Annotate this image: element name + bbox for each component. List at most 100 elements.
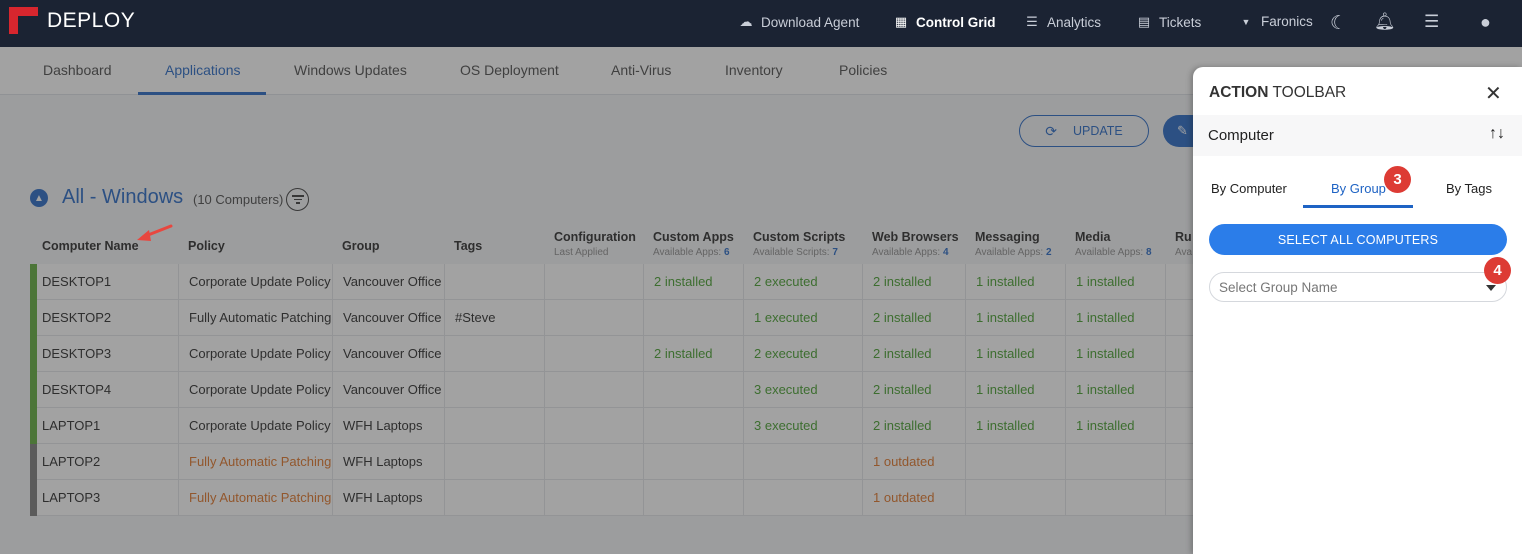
close-icon[interactable]: ✕	[1485, 83, 1502, 105]
cell-policy: Corporate Update Policy	[178, 408, 332, 444]
cell-group: Vancouver Office	[332, 264, 444, 300]
cell-messaging: 1 installed	[965, 372, 1065, 408]
cell-web-browsers: 1 outdated	[862, 444, 965, 480]
column-header-configuration[interactable]: Configuration Last Applied	[550, 230, 636, 270]
column-title: Web Browsers	[872, 230, 959, 244]
group-name-input[interactable]	[1219, 273, 1469, 301]
tab-policies[interactable]: Policies	[839, 62, 888, 78]
cell-tags	[444, 372, 544, 408]
table-row[interactable]: DESKTOP1 Corporate Update Policy Vancouver…	[30, 264, 1200, 300]
column-header-computer-name[interactable]: Computer Name	[38, 239, 139, 279]
tab-by-tags[interactable]: By Tags	[1446, 181, 1493, 196]
cell-tags	[444, 408, 544, 444]
group-name-select[interactable]	[1209, 272, 1507, 302]
filter-icon[interactable]	[286, 188, 309, 211]
cell-computer-name[interactable]: LAPTOP3	[42, 490, 101, 505]
bell-icon[interactable]: 🔔︎	[1374, 12, 1396, 31]
moon-icon[interactable]: ☾	[1330, 13, 1348, 34]
cell-media: 1 installed	[1065, 408, 1165, 444]
collapse-toggle[interactable]: ▲	[30, 189, 48, 207]
cell-media: 1 installed	[1065, 264, 1165, 300]
column-title: Custom Scripts	[753, 230, 846, 244]
selection-type-dropdown[interactable]: Computer ↑↓	[1193, 115, 1522, 156]
table-row[interactable]: LAPTOP2 Fully Automatic Patching WFH Lapto…	[30, 444, 1200, 480]
column-subtitle: Ava	[1175, 247, 1193, 258]
list-icon: ☰	[1026, 14, 1038, 29]
cell-media	[1065, 444, 1165, 480]
column-header-media[interactable]: Media Available Apps: 8	[1071, 230, 1152, 270]
select-all-computers-button[interactable]: SELECT ALL COMPUTERS	[1209, 224, 1507, 255]
tab-inventory[interactable]: Inventory	[725, 62, 783, 78]
faronics-label: Faronics	[1261, 14, 1313, 29]
status-stripe	[30, 480, 37, 516]
column-header-group[interactable]: Group	[338, 239, 380, 279]
column-header-messaging[interactable]: Messaging Available Apps: 2	[971, 230, 1052, 270]
cell-web-browsers: 1 outdated	[862, 480, 965, 516]
top-bar: DEPLOY ☁ Download Agent ▦ Control Grid ☰…	[0, 0, 1522, 47]
cell-media	[1065, 480, 1165, 516]
column-title: Configuration	[554, 230, 636, 244]
cell-group: Vancouver Office	[332, 300, 444, 336]
table-row[interactable]: DESKTOP4 Corporate Update Policy Vancouver…	[30, 372, 1200, 408]
cell-computer-name[interactable]: DESKTOP4	[42, 382, 112, 397]
section-title: All - Windows	[62, 186, 184, 208]
column-header-policy[interactable]: Policy	[184, 239, 225, 279]
cell-custom-apps: 2 installed	[643, 336, 743, 372]
analytics-link[interactable]: ☰ Analytics	[1024, 14, 1101, 30]
cell-tags	[444, 480, 544, 516]
grid-icon: ▦	[894, 14, 908, 29]
tab-by-computer[interactable]: By Computer	[1211, 181, 1287, 196]
cell-run	[1165, 300, 1200, 336]
tab-windows-updates[interactable]: Windows Updates	[294, 62, 407, 78]
update-button[interactable]: ⟳ UPDATE	[1019, 115, 1149, 147]
status-stripe	[30, 336, 37, 372]
user-icon[interactable]: ●	[1480, 12, 1491, 32]
cloud-download-icon: ☁	[739, 14, 753, 29]
tab-anti-virus[interactable]: Anti-Virus	[611, 62, 672, 78]
cell-computer-name[interactable]: DESKTOP3	[42, 346, 112, 361]
task-list-icon[interactable]: ☰	[1424, 12, 1440, 31]
caret-down-icon	[1486, 285, 1496, 291]
column-header-tags[interactable]: Tags	[450, 239, 482, 279]
table-row[interactable]: LAPTOP1 Corporate Update Policy WFH Laptop…	[30, 408, 1200, 444]
cell-computer-name[interactable]: DESKTOP1	[42, 274, 112, 289]
column-subtitle: Available Apps: 2	[975, 247, 1052, 258]
cell-custom-scripts: 1 executed	[743, 300, 862, 336]
tab-dashboard[interactable]: Dashboard	[43, 62, 112, 78]
faronics-menu[interactable]: ▼ Faronics	[1238, 14, 1313, 29]
selection-type-label: Computer	[1208, 127, 1274, 144]
column-header-run[interactable]: Ru Ava	[1171, 230, 1192, 270]
status-stripe	[30, 372, 37, 408]
cell-web-browsers: 2 installed	[862, 336, 965, 372]
cell-computer-name[interactable]: LAPTOP2	[42, 454, 101, 469]
table-row[interactable]: LAPTOP3 Fully Automatic Patching WFH Lapto…	[30, 480, 1200, 516]
cell-configuration	[544, 264, 643, 300]
tab-os-deployment[interactable]: OS Deployment	[460, 62, 559, 78]
cell-group: WFH Laptops	[332, 408, 444, 444]
cell-custom-apps: 2 installed	[643, 264, 743, 300]
cell-run	[1165, 372, 1200, 408]
annotation-arrow-icon	[137, 224, 173, 241]
column-header-custom-apps[interactable]: Custom Apps Available Apps: 6	[649, 230, 734, 270]
column-title: Policy	[188, 239, 225, 253]
cell-policy: Fully Automatic Patching	[178, 300, 332, 336]
cell-configuration	[544, 336, 643, 372]
analytics-label: Analytics	[1047, 14, 1102, 30]
cell-computer-name[interactable]: LAPTOP1	[42, 418, 101, 433]
table-row[interactable]: DESKTOP3 Corporate Update Policy Vancouver…	[30, 336, 1200, 372]
cell-run	[1165, 480, 1200, 516]
tab-applications[interactable]: Applications	[165, 62, 241, 78]
table-row[interactable]: DESKTOP2 Fully Automatic Patching Vancouve…	[30, 300, 1200, 336]
cell-policy: Corporate Update Policy	[178, 372, 332, 408]
sort-arrows-icon[interactable]: ↑↓	[1489, 125, 1505, 142]
control-grid-link[interactable]: ▦ Control Grid	[893, 14, 996, 30]
cell-computer-name[interactable]: DESKTOP2	[42, 310, 112, 325]
column-title: Tags	[454, 239, 483, 253]
tickets-link[interactable]: ▤ Tickets	[1136, 14, 1201, 30]
tab-by-group[interactable]: By Group	[1331, 181, 1386, 196]
download-agent-link[interactable]: ☁ Download Agent	[738, 14, 860, 30]
cell-configuration	[544, 300, 643, 336]
column-header-web-browsers[interactable]: Web Browsers Available Apps: 4	[868, 230, 959, 270]
cell-run	[1165, 408, 1200, 444]
column-header-custom-scripts[interactable]: Custom Scripts Available Scripts: 7	[749, 230, 845, 270]
